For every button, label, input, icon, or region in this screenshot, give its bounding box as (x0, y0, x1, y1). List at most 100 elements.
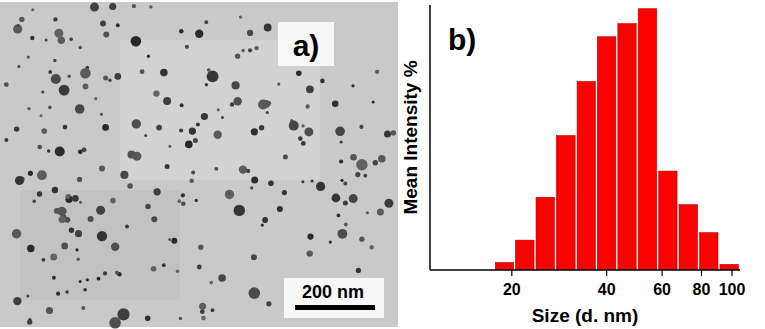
x-tick-label: 60 (653, 281, 671, 298)
particle (115, 73, 122, 80)
bars (495, 9, 738, 270)
particle (63, 125, 68, 130)
particle (19, 17, 24, 22)
particle (247, 30, 253, 36)
particle (53, 17, 57, 21)
particle (28, 171, 33, 176)
particle (145, 315, 151, 321)
particle (66, 194, 71, 199)
scale-box (284, 278, 384, 318)
particle (181, 193, 185, 197)
particle (153, 90, 159, 96)
particle (298, 136, 303, 141)
particle (88, 216, 94, 222)
particle (344, 223, 348, 227)
particle (125, 225, 129, 229)
particle (54, 29, 63, 38)
particle (149, 5, 152, 8)
bar (495, 263, 513, 270)
particle (195, 30, 203, 38)
particle (79, 201, 82, 204)
particle (51, 74, 61, 84)
particle (218, 274, 226, 282)
particle (132, 4, 136, 8)
particle (97, 231, 107, 241)
particle (109, 317, 121, 329)
particle (103, 271, 107, 275)
x-tick-label: 20 (503, 281, 521, 298)
particle (232, 81, 240, 89)
x-tick (662, 270, 663, 276)
particle (316, 182, 325, 191)
particle (193, 138, 198, 143)
particle (261, 224, 264, 227)
particle (306, 85, 314, 93)
particle (304, 127, 313, 136)
particle (151, 216, 157, 222)
particle (332, 194, 341, 203)
bar (700, 233, 718, 270)
particle (264, 24, 272, 32)
bar (516, 240, 535, 270)
particle (258, 99, 268, 109)
particle (239, 165, 247, 173)
bar (536, 197, 554, 270)
particle (196, 122, 200, 126)
particle (69, 38, 73, 42)
particle (144, 134, 147, 137)
panel-label: a) (293, 29, 320, 62)
particle (83, 84, 89, 90)
particle (343, 201, 348, 206)
particle (205, 83, 208, 86)
particle (132, 152, 141, 161)
particle (201, 113, 208, 120)
particle (384, 131, 391, 138)
bar (638, 9, 657, 270)
particle (30, 36, 34, 40)
particle (75, 230, 82, 237)
x-tick (606, 270, 607, 276)
figure: a)200 nm20406080100Size (d. nm)Mean Inte… (0, 0, 765, 329)
particle (384, 199, 393, 208)
particle (211, 308, 215, 312)
particle (120, 171, 128, 179)
particle (305, 104, 309, 108)
particle (262, 217, 268, 223)
bar (618, 24, 636, 270)
particle (176, 270, 179, 273)
particle (108, 78, 112, 82)
particle (179, 317, 182, 320)
particle (31, 8, 34, 11)
particle (370, 245, 374, 249)
particle (351, 84, 354, 87)
particle (94, 97, 97, 100)
particle (59, 85, 70, 96)
particle (41, 128, 47, 134)
particle (79, 46, 82, 49)
particle (99, 165, 105, 171)
micrograph-background (0, 2, 398, 327)
particle (355, 172, 360, 177)
x-tick (511, 270, 512, 276)
bar (679, 205, 698, 270)
bar (659, 171, 677, 270)
particle (65, 195, 69, 199)
particle (181, 202, 186, 207)
particle (13, 297, 21, 305)
particle (340, 179, 343, 182)
y-axis (429, 5, 431, 270)
particle (241, 49, 244, 52)
particle (226, 191, 231, 196)
particle (61, 243, 68, 250)
x-tick-label: 100 (719, 281, 746, 298)
particle (147, 55, 150, 58)
particle (249, 287, 261, 299)
particle (180, 103, 184, 107)
particle (103, 32, 109, 38)
bar (720, 264, 738, 270)
particle (250, 186, 253, 189)
particle (197, 265, 202, 270)
particle (17, 65, 20, 68)
particle (47, 149, 50, 152)
particle (277, 83, 280, 86)
